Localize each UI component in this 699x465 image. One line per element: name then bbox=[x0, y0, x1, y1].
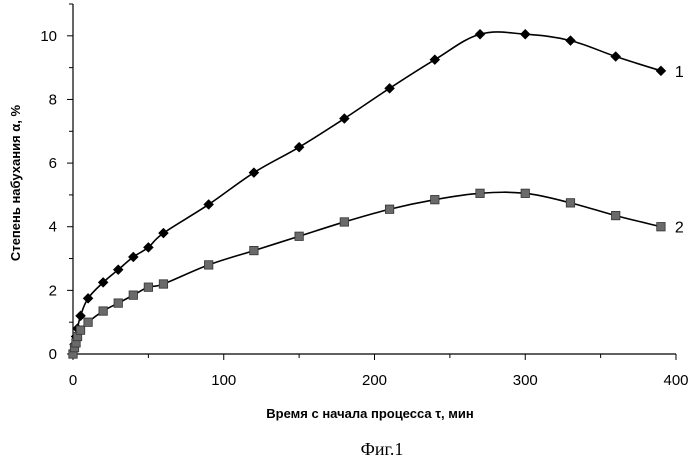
data-point bbox=[339, 114, 349, 124]
data-point bbox=[249, 168, 259, 178]
series-label: 2 bbox=[675, 220, 684, 237]
y-tick-label: 4 bbox=[49, 219, 57, 236]
series-line bbox=[73, 192, 661, 354]
series-label: 1 bbox=[675, 64, 684, 81]
data-point bbox=[385, 205, 393, 213]
data-point bbox=[476, 189, 484, 197]
figure-caption: Фиг.1 bbox=[361, 439, 404, 459]
y-axis-title: Степень набухания α, % bbox=[8, 105, 23, 262]
data-point bbox=[431, 195, 439, 203]
x-axis-title: Время с начала процесса τ, мин bbox=[266, 406, 473, 421]
series-line bbox=[73, 32, 661, 354]
y-tick-label: 0 bbox=[49, 346, 57, 363]
data-point bbox=[475, 29, 485, 39]
y-tick-label: 2 bbox=[49, 282, 57, 299]
axes: 0 100 200 300 400 0 2 4 6 8 10 bbox=[40, 4, 688, 389]
data-point bbox=[84, 318, 92, 326]
y-tick-label: 6 bbox=[49, 155, 57, 172]
data-point bbox=[250, 246, 258, 254]
data-point bbox=[656, 66, 666, 76]
data-point bbox=[566, 199, 574, 207]
data-point bbox=[204, 199, 214, 209]
data-point bbox=[521, 189, 529, 197]
data-point bbox=[114, 299, 122, 307]
series-1: 1 bbox=[68, 29, 684, 359]
data-point bbox=[385, 83, 395, 93]
data-point bbox=[611, 52, 621, 62]
data-point bbox=[295, 232, 303, 240]
data-point bbox=[76, 326, 84, 334]
data-point bbox=[129, 291, 137, 299]
data-point bbox=[520, 29, 530, 39]
x-tick-label: 100 bbox=[211, 372, 236, 389]
series-layer: 12 bbox=[68, 29, 684, 359]
x-tick-label: 300 bbox=[513, 372, 538, 389]
y-tick-label: 10 bbox=[40, 28, 57, 45]
data-point bbox=[159, 280, 167, 288]
data-point bbox=[204, 261, 212, 269]
data-point bbox=[294, 142, 304, 152]
x-tick-label: 200 bbox=[362, 372, 387, 389]
data-point bbox=[340, 218, 348, 226]
data-point bbox=[565, 36, 575, 46]
y-tick-label: 8 bbox=[49, 91, 57, 108]
series-2: 2 bbox=[69, 189, 684, 358]
data-point bbox=[99, 307, 107, 315]
data-point bbox=[612, 211, 620, 219]
x-tick-label: 400 bbox=[663, 372, 688, 389]
x-tick-label: 0 bbox=[69, 372, 77, 389]
data-point bbox=[144, 283, 152, 291]
data-point bbox=[430, 55, 440, 65]
data-point bbox=[657, 223, 665, 231]
